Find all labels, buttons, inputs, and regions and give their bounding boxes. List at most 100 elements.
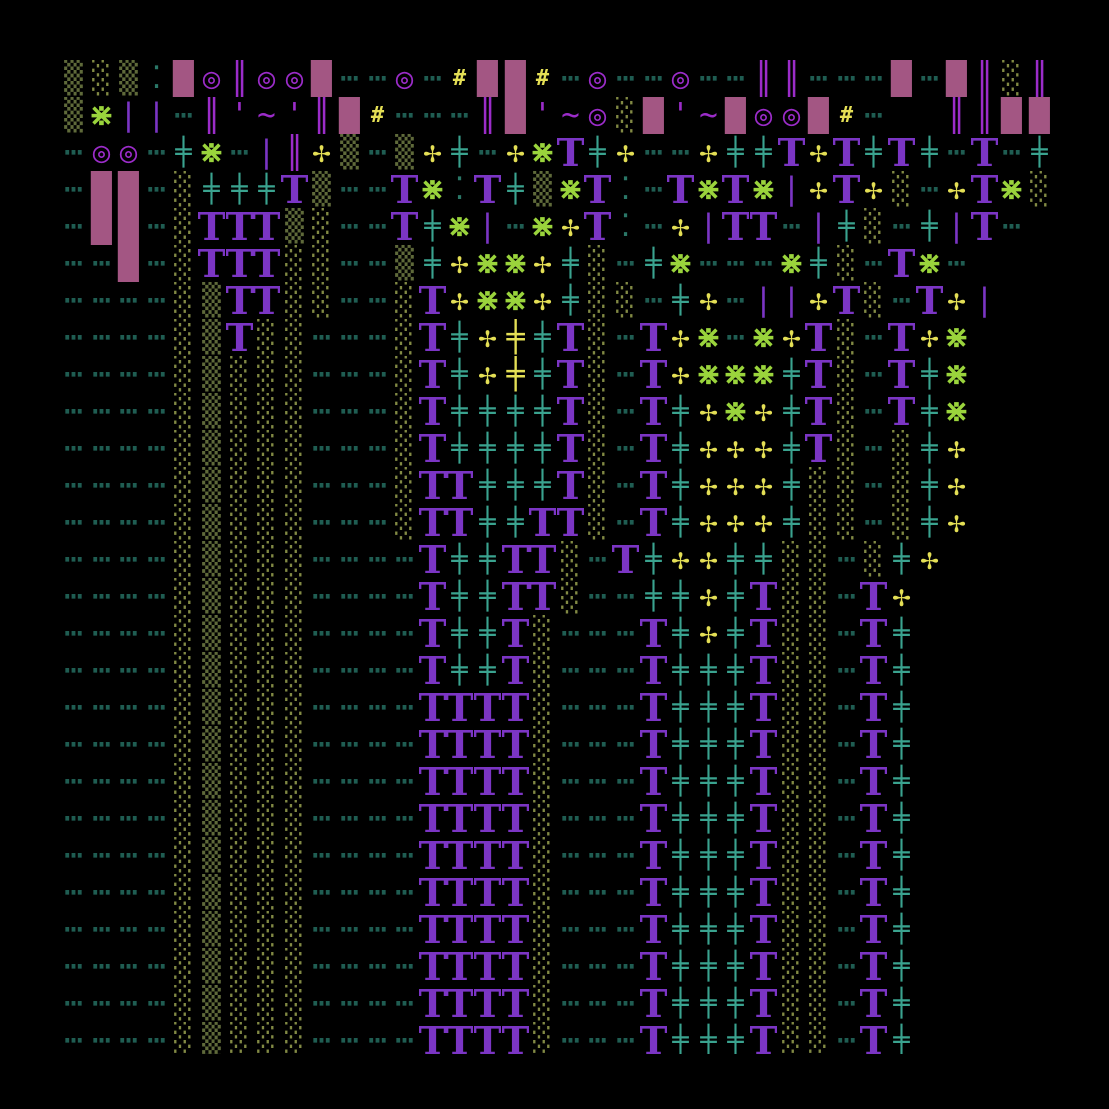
double-cross-glyph: ╪ <box>893 803 910 834</box>
medium-shade-glyph: ▒ <box>340 134 359 170</box>
double-cross-glyph: ╪ <box>231 174 248 205</box>
serif-t-glyph: T <box>474 948 501 985</box>
faint-dots-glyph: ⋯ <box>340 208 359 244</box>
faint-dots-glyph: ⋯ <box>147 504 166 540</box>
double-cross-glyph: ╪ <box>479 655 496 686</box>
faint-dots-glyph: ⋯ <box>147 615 166 651</box>
bar-glyph: | <box>699 208 718 244</box>
serif-t-glyph: T <box>419 282 446 319</box>
four-point-star-glyph: ✢ <box>754 393 773 429</box>
faint-dots-glyph: ⋯ <box>174 97 193 133</box>
serif-t-glyph: T <box>474 911 501 948</box>
faint-dots-glyph: ⋯ <box>395 726 414 762</box>
light-shade-glyph: ░ <box>257 948 276 984</box>
serif-t-glyph: T <box>750 948 777 985</box>
four-point-star-glyph: ✢ <box>671 319 690 355</box>
four-point-star-glyph: ✢ <box>312 134 331 170</box>
light-shade-glyph: ░ <box>285 726 304 762</box>
faint-dots-glyph: ⋯ <box>423 97 442 133</box>
serif-t-glyph: T <box>419 652 446 689</box>
serif-t-glyph: T <box>640 430 667 467</box>
serif-t-glyph: T <box>640 800 667 837</box>
serif-t-glyph: T <box>888 245 915 282</box>
serif-t-glyph: T <box>419 319 446 356</box>
double-cross-glyph: ╪ <box>479 544 496 575</box>
medium-shade-glyph: ▒ <box>202 726 221 762</box>
serif-t-glyph: T <box>750 874 777 911</box>
faint-dots-glyph: ⋯ <box>312 726 331 762</box>
faint-dots-glyph: ⋯ <box>64 134 83 170</box>
double-cross-glyph: ╪ <box>672 692 689 723</box>
light-shade-glyph: ░ <box>285 504 304 540</box>
bullseye-glyph: ◎ <box>754 98 773 132</box>
double-cross-glyph: ╪ <box>672 507 689 538</box>
dot-grid-glyph: ⁚ <box>454 171 465 207</box>
dot-grid-glyph: ⁚ <box>151 60 162 96</box>
double-cross-glyph: ╪ <box>672 914 689 945</box>
light-shade-glyph: ░ <box>809 467 828 503</box>
serif-t-glyph: T <box>805 430 832 467</box>
four-point-star-glyph: ✢ <box>699 430 718 466</box>
faint-dots-glyph: ⋯ <box>616 319 635 355</box>
serif-t-glyph: T <box>971 134 998 171</box>
faint-dots-glyph: ⋯ <box>119 541 138 577</box>
faint-dots-glyph: ⋯ <box>92 504 111 540</box>
faint-dots-glyph: ⋯ <box>837 837 856 873</box>
medium-shade-glyph: ▒ <box>202 948 221 984</box>
serif-t-glyph: T <box>419 541 446 578</box>
serif-t-glyph: T <box>446 800 473 837</box>
faint-dots-glyph: ⋯ <box>395 578 414 614</box>
medium-shade-glyph: ▒ <box>202 763 221 799</box>
light-shade-glyph: ░ <box>174 282 193 318</box>
asterism-glyph: ⋇ <box>778 245 805 281</box>
faint-dots-glyph: ⋯ <box>64 911 83 947</box>
faint-dots-glyph: ⋯ <box>147 245 166 281</box>
faint-dots-glyph: ⋯ <box>616 800 635 836</box>
four-point-star-glyph: ✢ <box>699 134 718 170</box>
faint-dots-glyph: ⋯ <box>92 911 111 947</box>
light-shade-glyph: ░ <box>174 430 193 466</box>
four-point-star-glyph: ✢ <box>506 134 525 170</box>
serif-t-glyph: T <box>253 245 280 282</box>
faint-dots-glyph: ⋯ <box>616 763 635 799</box>
light-shade-glyph: ░ <box>174 837 193 873</box>
double-cross-glyph: ╪ <box>534 433 551 464</box>
double-cross-glyph: ╪ <box>727 766 744 797</box>
hash-glyph: # <box>370 102 385 128</box>
light-shade-glyph: ░ <box>230 874 249 910</box>
light-shade-glyph: ░ <box>533 652 552 688</box>
faint-dots-glyph: ⋯ <box>312 763 331 799</box>
faint-dots-glyph: ⋯ <box>837 985 856 1021</box>
block-glyph: █ <box>808 97 829 134</box>
faint-dots-glyph: ⋯ <box>837 578 856 614</box>
faint-dots-glyph: ⋯ <box>147 393 166 429</box>
asterism-glyph: ⋇ <box>88 97 115 133</box>
faint-dots-glyph: ⋯ <box>340 393 359 429</box>
double-cross-glyph: ╪ <box>451 581 468 612</box>
serif-t-glyph: T <box>226 245 253 282</box>
serif-t-glyph: T <box>833 134 860 171</box>
serif-t-glyph: T <box>750 1022 777 1054</box>
asterism-glyph: ⋇ <box>502 245 529 281</box>
double-cross-glyph: ╪ <box>672 285 689 316</box>
light-shade-glyph: ░ <box>782 689 801 725</box>
light-shade-glyph: ░ <box>285 282 304 318</box>
medium-shade-glyph: ▒ <box>312 171 331 207</box>
faint-dots-glyph: ⋯ <box>147 319 166 355</box>
faint-dots-glyph: ⋯ <box>616 467 635 503</box>
asterism-glyph: ⋇ <box>695 356 722 392</box>
faint-dots-glyph: ⋯ <box>368 652 387 688</box>
four-point-star-glyph: ✢ <box>423 134 442 170</box>
light-shade-glyph: ░ <box>230 689 249 725</box>
light-shade-glyph: ░ <box>285 393 304 429</box>
double-cross-glyph: ╪ <box>534 359 551 390</box>
faint-dots-glyph: ⋯ <box>64 726 83 762</box>
faint-dots-glyph: ⋯ <box>644 208 663 244</box>
faint-dots-glyph: ⋯ <box>92 800 111 836</box>
light-shade-glyph: ░ <box>257 911 276 947</box>
faint-dots-glyph: ⋯ <box>119 874 138 910</box>
faint-dots-glyph: ⋯ <box>119 615 138 651</box>
bar-glyph: | <box>257 134 276 170</box>
faint-dots-glyph: ⋯ <box>64 874 83 910</box>
serif-t-glyph: T <box>640 319 667 356</box>
